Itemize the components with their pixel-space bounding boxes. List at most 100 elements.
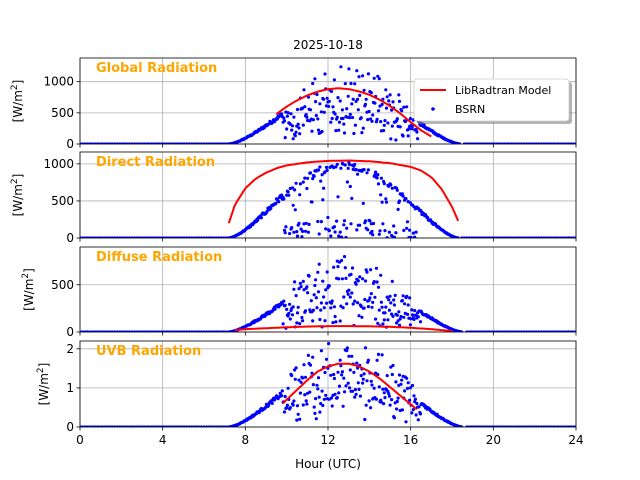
bsrn-point <box>319 110 323 114</box>
bsrn-point <box>353 395 357 399</box>
bsrn-point <box>294 366 298 370</box>
bsrn-point <box>383 311 387 315</box>
bsrn-point <box>412 394 416 398</box>
bsrn-point <box>356 172 360 176</box>
bsrn-point <box>324 301 329 305</box>
legend: LibRadtran Model BSRN <box>413 78 572 124</box>
bsrn-point <box>322 110 326 114</box>
bsrn-point <box>388 294 392 298</box>
bsrn-point <box>381 322 385 326</box>
bsrn-point <box>319 308 323 312</box>
bsrn-point <box>402 105 406 109</box>
bsrn-point <box>314 296 318 300</box>
bsrn-point <box>345 226 349 230</box>
bsrn-point <box>318 165 322 169</box>
bsrn-point <box>301 279 305 283</box>
bsrn-point <box>410 383 415 388</box>
bsrn-point <box>339 166 343 170</box>
bsrn-point <box>284 225 288 229</box>
bsrn-point <box>329 120 333 124</box>
bsrn-point <box>380 102 384 107</box>
bsrn-point <box>316 376 321 380</box>
bsrn-point <box>282 116 286 120</box>
bsrn-point <box>374 317 378 321</box>
bsrn-point <box>285 406 289 410</box>
bsrn-point <box>401 194 405 198</box>
bsrn-point <box>345 349 349 353</box>
bsrn-point <box>343 266 347 270</box>
bsrn-point <box>342 295 346 299</box>
bsrn-point <box>337 120 342 124</box>
x-tick-label: 24 <box>568 433 583 447</box>
panel-2: 0 500 1000 Direct Radiation [W/m2] <box>10 151 577 245</box>
bsrn-point <box>321 279 325 283</box>
bsrn-point <box>396 319 400 323</box>
y-axis-label-close: ] <box>11 174 25 179</box>
bsrn-point <box>396 207 400 211</box>
panel-title: Diffuse Radiation <box>96 250 222 265</box>
bsrn-point <box>324 227 328 231</box>
y-tick-label: 0 <box>66 325 74 339</box>
bsrn-point <box>333 314 337 319</box>
bsrn-point <box>331 105 335 109</box>
bsrn-point <box>322 186 326 190</box>
bsrn-point <box>348 112 352 116</box>
bsrn-point <box>389 183 393 187</box>
bsrn-point <box>348 184 352 189</box>
bsrn-point <box>336 265 340 269</box>
bsrn-point <box>297 126 301 130</box>
bsrn-point <box>362 372 366 376</box>
bsrn-point <box>365 171 369 175</box>
bsrn-point <box>301 319 305 323</box>
bsrn-point <box>361 277 365 281</box>
bsrn-point <box>386 318 390 322</box>
bsrn-point <box>327 284 331 288</box>
bsrn-point <box>302 363 306 367</box>
bsrn-point <box>288 406 292 410</box>
bsrn-point <box>282 197 286 201</box>
bsrn-point <box>294 130 298 134</box>
bsrn-point <box>411 231 415 235</box>
panel-title: Global Radiation <box>96 61 217 76</box>
bsrn-point <box>341 404 345 408</box>
bsrn-point <box>411 408 415 412</box>
bsrn-point <box>286 314 290 318</box>
bsrn-point <box>372 386 376 390</box>
bsrn-point <box>340 370 344 374</box>
bsrn-point <box>338 358 342 362</box>
bsrn-point <box>382 402 386 406</box>
bsrn-point <box>348 116 352 120</box>
bsrn-point <box>375 358 379 362</box>
bsrn-point <box>384 197 388 201</box>
bsrn-point <box>337 384 342 388</box>
bsrn-point <box>396 396 400 400</box>
bsrn-point <box>348 368 352 372</box>
bsrn-point <box>379 193 383 197</box>
bsrn-point <box>316 128 321 132</box>
bsrn-point <box>410 313 415 317</box>
bsrn-point <box>340 258 344 263</box>
bsrn-point <box>339 364 343 368</box>
bsrn-point <box>323 370 327 375</box>
bsrn-point <box>309 299 313 303</box>
bsrn-point <box>406 134 410 138</box>
bsrn-point <box>377 77 381 81</box>
bsrn-point <box>390 279 394 283</box>
bsrn-point <box>376 372 380 377</box>
bsrn-point <box>334 320 338 324</box>
bsrn-point <box>358 275 362 279</box>
bsrn-point <box>397 199 402 203</box>
bsrn-point <box>310 371 314 375</box>
bsrn-point <box>283 394 287 399</box>
bsrn-point <box>405 376 409 380</box>
bsrn-point <box>390 186 394 190</box>
bsrn-point <box>298 281 302 285</box>
bsrn-point <box>360 315 364 319</box>
bsrn-point <box>376 352 381 356</box>
bsrn-point <box>337 128 341 132</box>
bsrn-point <box>333 230 337 234</box>
bsrn-point <box>297 221 301 225</box>
bsrn-point <box>351 302 355 306</box>
bsrn-point <box>376 109 381 113</box>
bsrn-point <box>347 354 351 358</box>
